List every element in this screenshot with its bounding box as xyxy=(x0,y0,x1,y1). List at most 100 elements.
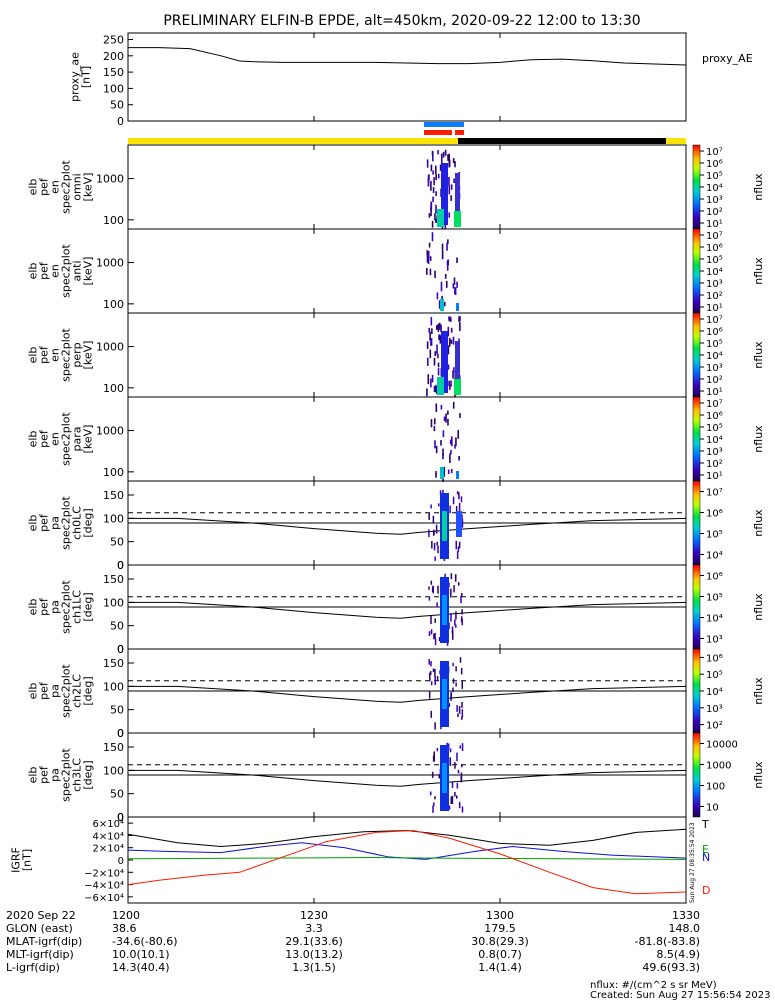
pa-cell xyxy=(437,545,439,554)
y-axis-label: pef xyxy=(38,681,51,700)
pa-cell xyxy=(446,742,448,747)
spectrum-cell xyxy=(441,250,444,260)
spectrum-cell xyxy=(446,263,449,271)
pa-cell xyxy=(450,573,453,580)
x-axis-row-label: GLON (east) xyxy=(6,922,73,935)
spectrum-cell xyxy=(433,425,436,432)
colorbar-tick-label: 10⁴ xyxy=(706,687,723,698)
y-tick-label: 50 xyxy=(110,620,124,633)
pa-cell xyxy=(434,796,436,800)
spectrum-cell xyxy=(427,251,430,258)
spectrum-cell xyxy=(444,221,447,230)
y-tick-label: 150 xyxy=(103,657,124,670)
y-axis-label: spec2plot xyxy=(60,580,73,634)
y-tick-label: 50 xyxy=(110,99,124,112)
spectrum-cell xyxy=(449,439,452,445)
colorbar-tick-label: 10¹ xyxy=(706,387,723,398)
spectrum-cell xyxy=(430,419,433,428)
spec-colorbar xyxy=(692,312,701,398)
x-axis-row-value: -81.8(-83.8) xyxy=(634,935,700,948)
spectrum-cell xyxy=(435,204,437,214)
spectrum-cell xyxy=(453,178,455,184)
spectrum-cell xyxy=(434,270,436,279)
colorbar-tick-label: 10² xyxy=(706,375,723,386)
spectrum-cell xyxy=(427,374,430,385)
spectrum-cell xyxy=(434,440,436,449)
colorbar-tick-label: 10³ xyxy=(706,704,723,715)
y-tick-label: 0 xyxy=(117,643,124,656)
y-tick-label: 0 xyxy=(117,643,124,656)
pa-cell xyxy=(438,503,440,507)
spectrum-cell xyxy=(430,316,433,326)
spectrum-cell xyxy=(448,184,451,195)
x-axis-row-value: 38.6 xyxy=(112,922,137,935)
colorbar-tick-label: 100 xyxy=(706,782,725,793)
spectrum-cell xyxy=(447,469,450,475)
igrf-frame xyxy=(127,816,687,904)
spectrum-cell xyxy=(452,283,455,289)
pa-cell xyxy=(461,609,463,615)
y-tick-label: 0 xyxy=(117,559,124,572)
spectrum-cell xyxy=(428,327,430,333)
pa-cell xyxy=(433,633,435,640)
status-bar-red xyxy=(424,130,452,135)
pa-cell xyxy=(458,706,461,714)
spectrum-cell xyxy=(430,164,433,172)
legend-proxy-ae: proxy_AE xyxy=(702,52,753,65)
y-axis-label: spec2plot xyxy=(60,496,73,550)
pa-cell xyxy=(428,596,431,601)
spectrum-cell xyxy=(433,418,436,425)
y-tick-label: 200 xyxy=(103,50,124,63)
pa-cell xyxy=(456,782,459,789)
y-axis-label: [deg] xyxy=(82,508,95,537)
y-axis-label: omni xyxy=(71,173,84,200)
y-axis-label: [nT] xyxy=(80,66,93,88)
spectrum-cell xyxy=(440,440,442,446)
x-axis-row-value: 8.5(4.9) xyxy=(656,948,700,961)
spectrum-cell xyxy=(429,256,432,261)
y-axis-label: pa xyxy=(49,768,62,782)
pa-cell xyxy=(429,791,432,796)
spectrum-low-energy xyxy=(456,303,459,311)
spectrum-cell xyxy=(431,374,434,383)
spectrum-cell xyxy=(437,323,440,332)
y-axis-label: elb xyxy=(27,599,40,616)
y-axis-label: pa xyxy=(49,600,62,614)
status-bar-black xyxy=(458,138,666,144)
pa-cell xyxy=(452,678,455,684)
spectrum-low-energy xyxy=(454,379,461,395)
colorbar-label: nflux xyxy=(752,257,765,285)
spectrum-cell xyxy=(440,153,443,164)
spectrum-cell xyxy=(437,362,440,368)
pa-cell xyxy=(450,692,453,699)
spectrum-cell xyxy=(442,151,445,158)
spectrum-cell xyxy=(440,404,443,410)
pa-cell xyxy=(430,629,433,635)
spectrum-cell xyxy=(429,331,431,341)
spectrum-cell xyxy=(451,436,453,447)
pa-cell xyxy=(460,596,462,604)
pa-cell xyxy=(454,574,457,582)
series-line-igrf-N xyxy=(127,842,687,860)
colorbar-tick-label: 10⁶ xyxy=(706,572,723,583)
spectrum-cell xyxy=(453,367,455,372)
x-axis-row-label: 2020 Sep 22 xyxy=(6,909,76,922)
y-axis-label: elb xyxy=(27,683,40,700)
pa-cell xyxy=(460,667,463,675)
pa-cell xyxy=(430,661,432,667)
x-axis-row-value: 3.3 xyxy=(305,922,323,935)
series-line-igrf-T xyxy=(127,828,687,847)
y-tick-label: 150 xyxy=(103,489,124,502)
spectrum-low-energy xyxy=(454,211,461,227)
colorbar-tick-label: 10⁴ xyxy=(706,183,723,194)
spectrum-cell xyxy=(439,164,442,171)
spectrum-cell xyxy=(442,453,444,460)
spectrum-cell xyxy=(441,243,444,251)
spectrum-cell xyxy=(447,364,450,370)
spectrum-low-energy xyxy=(456,471,459,479)
spectrum-cell xyxy=(452,158,455,164)
y-axis-label: en xyxy=(49,264,62,278)
spectrum-cell xyxy=(438,300,441,309)
spectrum-cell xyxy=(459,316,461,321)
spectrum-cell xyxy=(438,334,440,341)
